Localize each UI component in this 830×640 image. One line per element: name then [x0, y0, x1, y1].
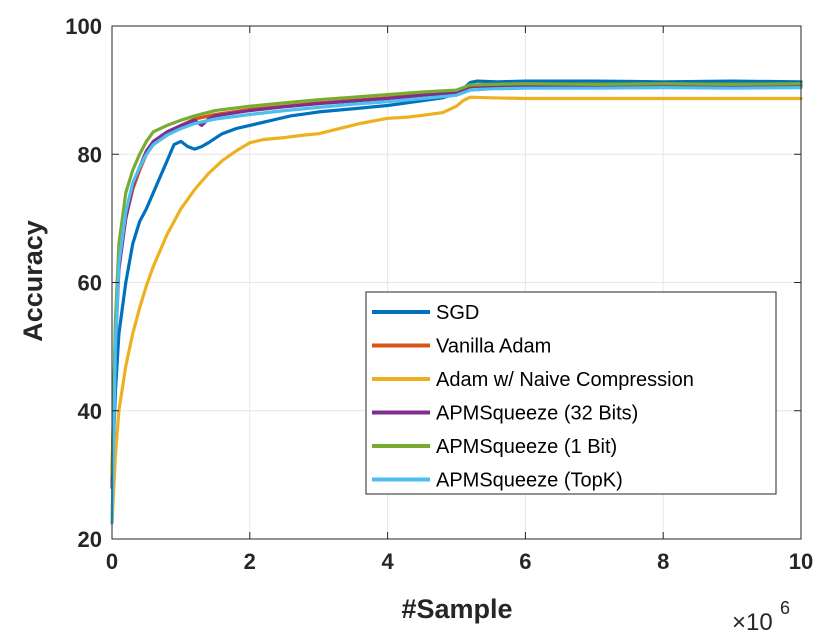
x-tick-label: 10 [789, 549, 813, 574]
x-tick-label: 2 [244, 549, 256, 574]
legend-label: APMSqueeze (1 Bit) [436, 436, 617, 458]
x-axis-multiplier: ×10 6 [732, 598, 790, 636]
x-tick-label: 8 [657, 549, 669, 574]
series-lines [110, 79, 803, 525]
legend-items: SGD Vanilla Adam Adam w/ Naive Compression… [372, 302, 694, 492]
y-axis-label: Accuracy [18, 220, 48, 342]
legend-label: SGD [436, 302, 479, 324]
legend-label: Vanilla Adam [436, 336, 551, 358]
x-multiplier-base: ×10 [732, 609, 773, 636]
legend-label: APMSqueeze (TopK) [436, 470, 623, 492]
legend: SGD Vanilla Adam Adam w/ Naive Compression… [365, 291, 777, 495]
series-line-adam-w-naive-compression [110, 95, 803, 525]
x-multiplier-exponent: 6 [780, 598, 790, 618]
x-tick-label: 6 [519, 549, 531, 574]
legend-box [365, 291, 777, 495]
legend-label: Adam w/ Naive Compression [436, 369, 694, 391]
legend-label: APMSqueeze (32 Bits) [436, 403, 638, 425]
y-tick-label: 20 [78, 527, 102, 552]
y-tick-label: 80 [78, 142, 102, 167]
x-tick-label: 0 [106, 549, 118, 574]
series-line-sgd [110, 79, 803, 483]
x-axis-label: #Sample [401, 594, 512, 624]
series-line-apmsqueeze-topk [110, 85, 803, 525]
series-line-apmsqueeze-1-bit [110, 82, 803, 477]
y-tick-label: 100 [65, 14, 102, 39]
y-tick-label: 40 [78, 399, 102, 424]
x-tick-label: 4 [381, 549, 394, 574]
axis-ticks: 0 2 4 6 8 10 20 40 60 80 100 [65, 14, 813, 574]
y-tick-label: 60 [78, 271, 102, 296]
